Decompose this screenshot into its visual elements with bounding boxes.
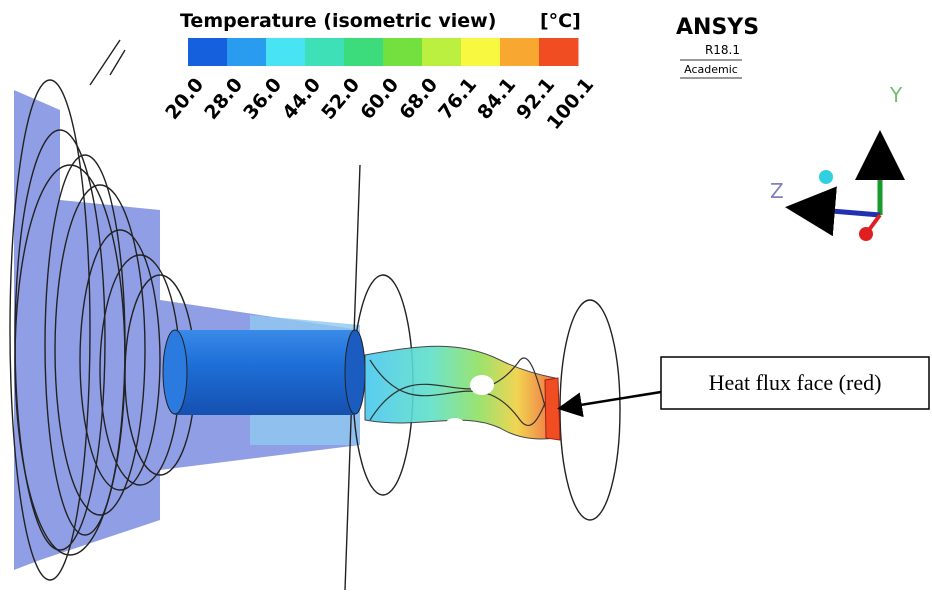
colorbar-tick-label: 44.0 [278, 74, 325, 124]
colorbar-tick-label: 76.1 [434, 74, 481, 124]
colorbar-bin [266, 38, 306, 66]
colorbar: 20.028.036.044.052.060.068.076.184.192.1… [161, 38, 598, 134]
simulation-view: Temperature (isometric view) [°C] 20.028… [0, 0, 932, 598]
axis-y-label: Y [889, 83, 903, 107]
colorbar-tick-label: 28.0 [200, 74, 247, 124]
legend-unit: [°C] [540, 10, 581, 32]
colorbar-bin [227, 38, 267, 66]
logo-name: ANSYS [676, 15, 759, 40]
legend-title: Temperature (isometric view) [180, 10, 496, 32]
axis-triad: Y Z [770, 83, 903, 241]
logo-edition: Academic [684, 63, 738, 76]
colorbar-bin [305, 38, 345, 66]
colorbar-tick-label: 52.0 [317, 74, 364, 124]
colorbar-tick-label: 36.0 [239, 74, 286, 124]
logo-version: R18.1 [705, 43, 740, 57]
colorbar-bin [539, 38, 579, 66]
colorbar-bin [422, 38, 462, 66]
colorbar-bin [500, 38, 540, 66]
colorbar-tick-label: 68.0 [395, 74, 442, 124]
colorbar-tick-label: 84.1 [473, 74, 520, 124]
annotation-text: Heat flux face (red) [709, 370, 882, 395]
logo: ANSYS R18.1 Academic [676, 15, 759, 78]
colorbar-tick-label: 20.0 [161, 74, 208, 124]
colorbar-bin [344, 38, 384, 66]
colorbar-bin [188, 38, 228, 66]
colorbar-bin [461, 38, 501, 66]
colorbar-bin [383, 38, 423, 66]
colorbar-tick-label: 60.0 [356, 74, 403, 124]
axis-z-label: Z [770, 179, 784, 203]
